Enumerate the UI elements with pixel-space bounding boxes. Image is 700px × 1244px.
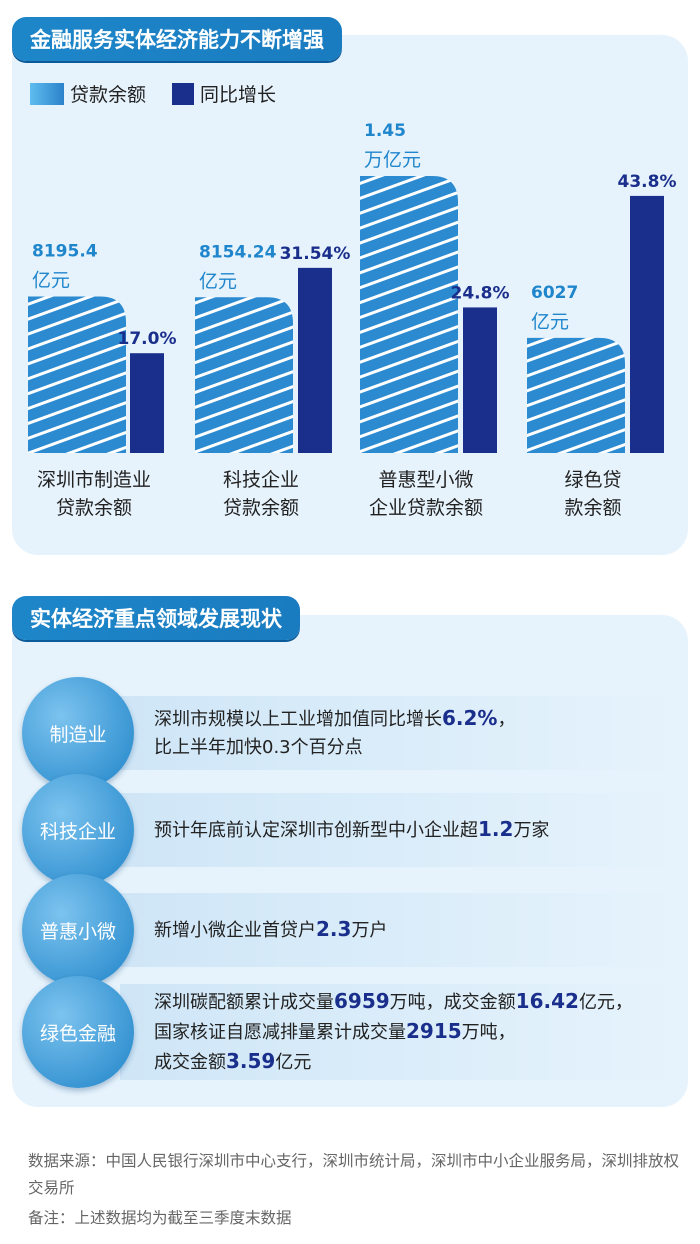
loan-value-label: 6027 <box>531 283 578 303</box>
bar-growth <box>298 267 332 453</box>
status-line: 国家核证自愿减排量累计成交量2915万吨， <box>154 1017 633 1047</box>
status-text: 万家 <box>513 820 550 841</box>
category-label: 科技企业 贷款余额 <box>222 469 299 519</box>
bar-chart: 8195.4 亿元 17.0% 8154.24 亿元 31.54% 1.45 万亿元 24.8%… <box>28 121 677 454</box>
growth-value-label: 24.8% <box>451 283 510 303</box>
status-line: 新增小微企业首贷户2.3万户 <box>154 915 387 945</box>
status-line: 深圳碳配额累计成交量6959万吨，成交金额16.42亿元， <box>154 987 633 1017</box>
status-line: 深圳市规模以上工业增加值同比增长6.2%， <box>154 704 515 734</box>
category-label: 深圳市制造业 贷款余额 <box>36 469 151 519</box>
status-text: 新增小微企业首贷户 <box>154 920 316 941</box>
status-text: 亿元 <box>275 1052 312 1073</box>
status-row: 新增小微企业首贷户2.3万户 <box>120 893 680 967</box>
legend-label-growth: 同比增长 <box>200 84 277 106</box>
status-text: 亿元， <box>578 992 633 1013</box>
bar-growth <box>630 195 664 454</box>
section1-title: 金融服务实体经济能力不断增强 <box>12 17 342 61</box>
highlight-number: 3.59 <box>226 1049 276 1073</box>
loan-value-label: 8154.24 <box>199 242 277 262</box>
bar-loan <box>195 297 293 453</box>
highlight-number: 6.2% <box>442 706 498 730</box>
status-text: ， <box>497 709 516 730</box>
growth-value-label: 17.0% <box>118 329 177 349</box>
bar-loan <box>527 337 625 453</box>
status-text: 国家核证自愿减排量累计成交量 <box>154 1022 406 1043</box>
bar-loan <box>28 296 126 453</box>
loan-unit-label: 亿元 <box>32 269 70 291</box>
footer-note: 备注：上述数据均为截至三季度末数据 <box>28 1209 292 1227</box>
status-line: 成交金额3.59亿元 <box>154 1047 633 1077</box>
highlight-number: 16.42 <box>515 989 579 1013</box>
legend-swatch-loan <box>30 82 64 105</box>
bar-growth <box>130 353 164 453</box>
category-label: 绿色贷 款余额 <box>564 469 622 519</box>
section2-title: 实体经济重点领域发展现状 <box>12 596 300 640</box>
status-row: 预计年底前认定深圳市创新型中小企业超1.2万家 <box>120 793 680 867</box>
chart-legend: 贷款余额 同比增长 <box>30 80 276 107</box>
highlight-number: 2.3 <box>316 917 352 941</box>
growth-value-label: 43.8% <box>618 172 677 192</box>
highlight-number: 6959 <box>334 989 390 1013</box>
loan-value-label: 8195.4 <box>32 241 98 261</box>
loan-unit-label: 万亿元 <box>364 149 421 171</box>
legend-label-loan: 贷款余额 <box>70 84 147 106</box>
category-circle: 绿色金融 <box>22 976 134 1088</box>
bar-loan <box>360 176 458 454</box>
status-text: 成交金额 <box>154 1052 226 1073</box>
status-text: 深圳碳配额累计成交量 <box>154 992 334 1013</box>
status-text: 万吨， <box>461 1022 516 1043</box>
bar-growth <box>463 307 497 453</box>
loan-value-label: 1.45 <box>364 121 406 141</box>
category-circle: 普惠小微 <box>22 874 134 986</box>
legend-swatch-growth <box>172 82 195 105</box>
loan-unit-label: 亿元 <box>199 270 237 292</box>
status-text: 万吨，成交金额 <box>389 992 516 1013</box>
loan-unit-label: 亿元 <box>531 311 569 333</box>
growth-value-label: 31.54% <box>280 244 351 264</box>
status-text: 万户 <box>351 920 388 941</box>
category-circle: 制造业 <box>22 677 134 789</box>
chart-panel <box>12 35 688 555</box>
highlight-number: 2915 <box>406 1019 462 1043</box>
category-circle: 科技企业 <box>22 774 134 886</box>
status-line: 比上半年加快0.3个百分点 <box>154 734 515 762</box>
category-label: 普惠型小微 企业贷款余额 <box>368 469 483 519</box>
status-text: 深圳市规模以上工业增加值同比增长 <box>154 709 442 730</box>
status-line: 预计年底前认定深圳市创新型中小企业超1.2万家 <box>154 815 549 845</box>
status-text: 预计年底前认定深圳市创新型中小企业超 <box>154 820 478 841</box>
status-text: 比上半年加快0.3个百分点 <box>154 737 363 758</box>
highlight-number: 1.2 <box>478 817 514 841</box>
footer-source: 数据来源：中国人民银行深圳市中心支行，深圳市统计局，深圳市中小企业服务局，深圳排… <box>28 1152 680 1197</box>
status-row: 深圳碳配额累计成交量6959万吨，成交金额16.42亿元， 国家核证自愿减排量累计… <box>120 984 680 1080</box>
status-row: 深圳市规模以上工业增加值同比增长6.2%， 比上半年加快0.3个百分点 <box>120 696 680 770</box>
